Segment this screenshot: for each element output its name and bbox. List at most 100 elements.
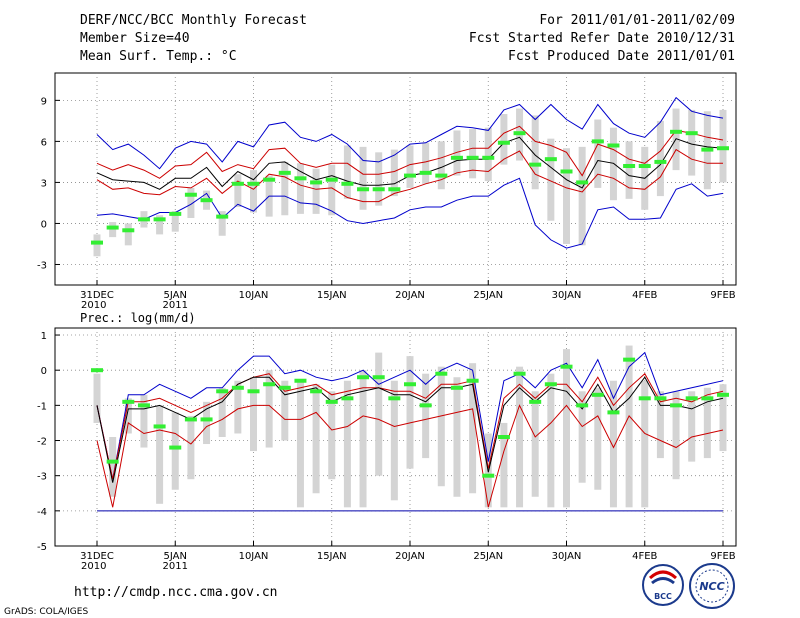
ensemble-box	[719, 384, 727, 452]
observed-marker	[137, 217, 150, 222]
ensemble-box	[250, 377, 257, 452]
observed-marker	[404, 382, 416, 387]
observed-marker	[263, 382, 276, 387]
ensemble-box	[422, 142, 430, 184]
x-tick-label: 4FEB	[632, 290, 657, 301]
ensemble-box	[234, 174, 242, 208]
x-tick-label: 25JAN	[473, 290, 503, 301]
ensemble-box	[594, 387, 602, 490]
observed-marker	[654, 159, 667, 164]
ensemble-box	[531, 391, 539, 497]
observed-marker	[388, 396, 401, 401]
observed-marker	[701, 396, 714, 401]
chart-title: DERF/NCC/BCC Monthly Forecast	[80, 13, 307, 28]
observed-marker	[701, 147, 714, 152]
series-line-max	[96, 351, 724, 480]
footer-url[interactable]: http://cmdp.ncc.cma.gov.cn	[74, 585, 278, 600]
observed-marker	[372, 187, 385, 192]
ensemble-box	[469, 363, 477, 494]
x-tick-label: 15JAN	[317, 290, 347, 301]
ensemble-box	[359, 370, 367, 508]
observed-marker	[435, 173, 448, 178]
observed-marker	[419, 403, 432, 408]
observed-marker	[200, 417, 213, 422]
ensemble-box	[187, 415, 195, 480]
observed-marker	[638, 396, 651, 401]
observed-marker	[137, 403, 150, 408]
ensemble-box	[609, 127, 617, 201]
ensemble-box	[281, 380, 289, 441]
ensemble-box	[109, 222, 117, 238]
ensemble-box	[171, 211, 179, 232]
ensemble-box	[343, 145, 351, 199]
observed-marker	[670, 129, 683, 134]
ensemble-box	[688, 391, 696, 462]
x-tick-label: 9FEB	[710, 551, 735, 562]
ensemble-box	[124, 398, 132, 434]
observed-marker	[591, 392, 604, 397]
temperature-panel	[54, 72, 737, 286]
observed-marker	[357, 375, 370, 380]
series-line-median	[96, 376, 724, 483]
ensemble-box	[328, 391, 336, 480]
observed-marker	[482, 155, 495, 160]
ensemble-box	[641, 380, 649, 508]
observed-marker	[670, 403, 683, 408]
observed-marker	[497, 435, 510, 439]
ensemble-box	[563, 349, 570, 508]
ensemble-box	[234, 380, 242, 434]
ensemble-box	[406, 356, 414, 469]
precipitation-chart: -5 -4 -3 -2 -1 0 1	[37, 328, 736, 553]
observed-marker	[216, 214, 229, 219]
ensemble-box	[156, 405, 164, 504]
forecast-period: For 2011/01/01-2011/02/09	[539, 13, 735, 28]
series-line-q3	[96, 125, 724, 179]
observed-marker	[169, 445, 182, 450]
observed-marker	[638, 164, 651, 169]
y-tick-label: 0	[41, 219, 47, 230]
y-tick-label: -5	[37, 542, 47, 553]
ensemble-box	[328, 164, 336, 216]
observed-marker	[623, 357, 636, 362]
ensemble-box	[719, 109, 727, 183]
ensemble-box	[609, 380, 617, 508]
observed-marker	[106, 459, 119, 464]
observed-marker	[231, 181, 244, 186]
ensemble-box	[140, 394, 148, 448]
observed-marker	[310, 180, 323, 185]
observed-marker	[216, 389, 229, 394]
ensemble-box	[500, 422, 508, 508]
member-size: Member Size=40	[80, 31, 190, 46]
y-tick-label: 6	[41, 137, 47, 148]
ensemble-box	[672, 391, 680, 480]
observed-marker	[404, 173, 416, 178]
observed-marker	[466, 155, 479, 160]
x-tick-label: 30JAN	[552, 290, 582, 301]
ensemble-box	[156, 215, 164, 235]
observed-marker	[153, 217, 166, 222]
ensemble-box	[469, 129, 477, 179]
ensemble-box	[296, 380, 304, 508]
observed-marker	[450, 385, 463, 390]
observed-marker	[122, 228, 135, 233]
observed-marker	[263, 177, 276, 182]
observed-marker	[278, 170, 291, 175]
observed-marker	[466, 378, 479, 383]
x-tick-label: 31DEC	[80, 551, 114, 562]
ensemble-box	[390, 380, 398, 501]
observed-marker	[106, 225, 119, 230]
ensemble-box	[656, 391, 664, 459]
observed-marker	[560, 169, 573, 174]
ensemble-box	[688, 109, 696, 176]
y-tick-label: 0	[41, 366, 47, 377]
series-line-q3	[96, 372, 724, 480]
observed-marker	[169, 211, 182, 216]
ensemble-box	[625, 141, 633, 199]
bcc-logo: BCC	[642, 564, 684, 606]
ensemble-box	[218, 211, 226, 236]
ensemble-box	[343, 380, 351, 508]
series-line-max	[96, 96, 724, 170]
observed-marker	[654, 396, 667, 401]
variable-label: Mean Surf. Temp.: °C	[80, 49, 237, 64]
